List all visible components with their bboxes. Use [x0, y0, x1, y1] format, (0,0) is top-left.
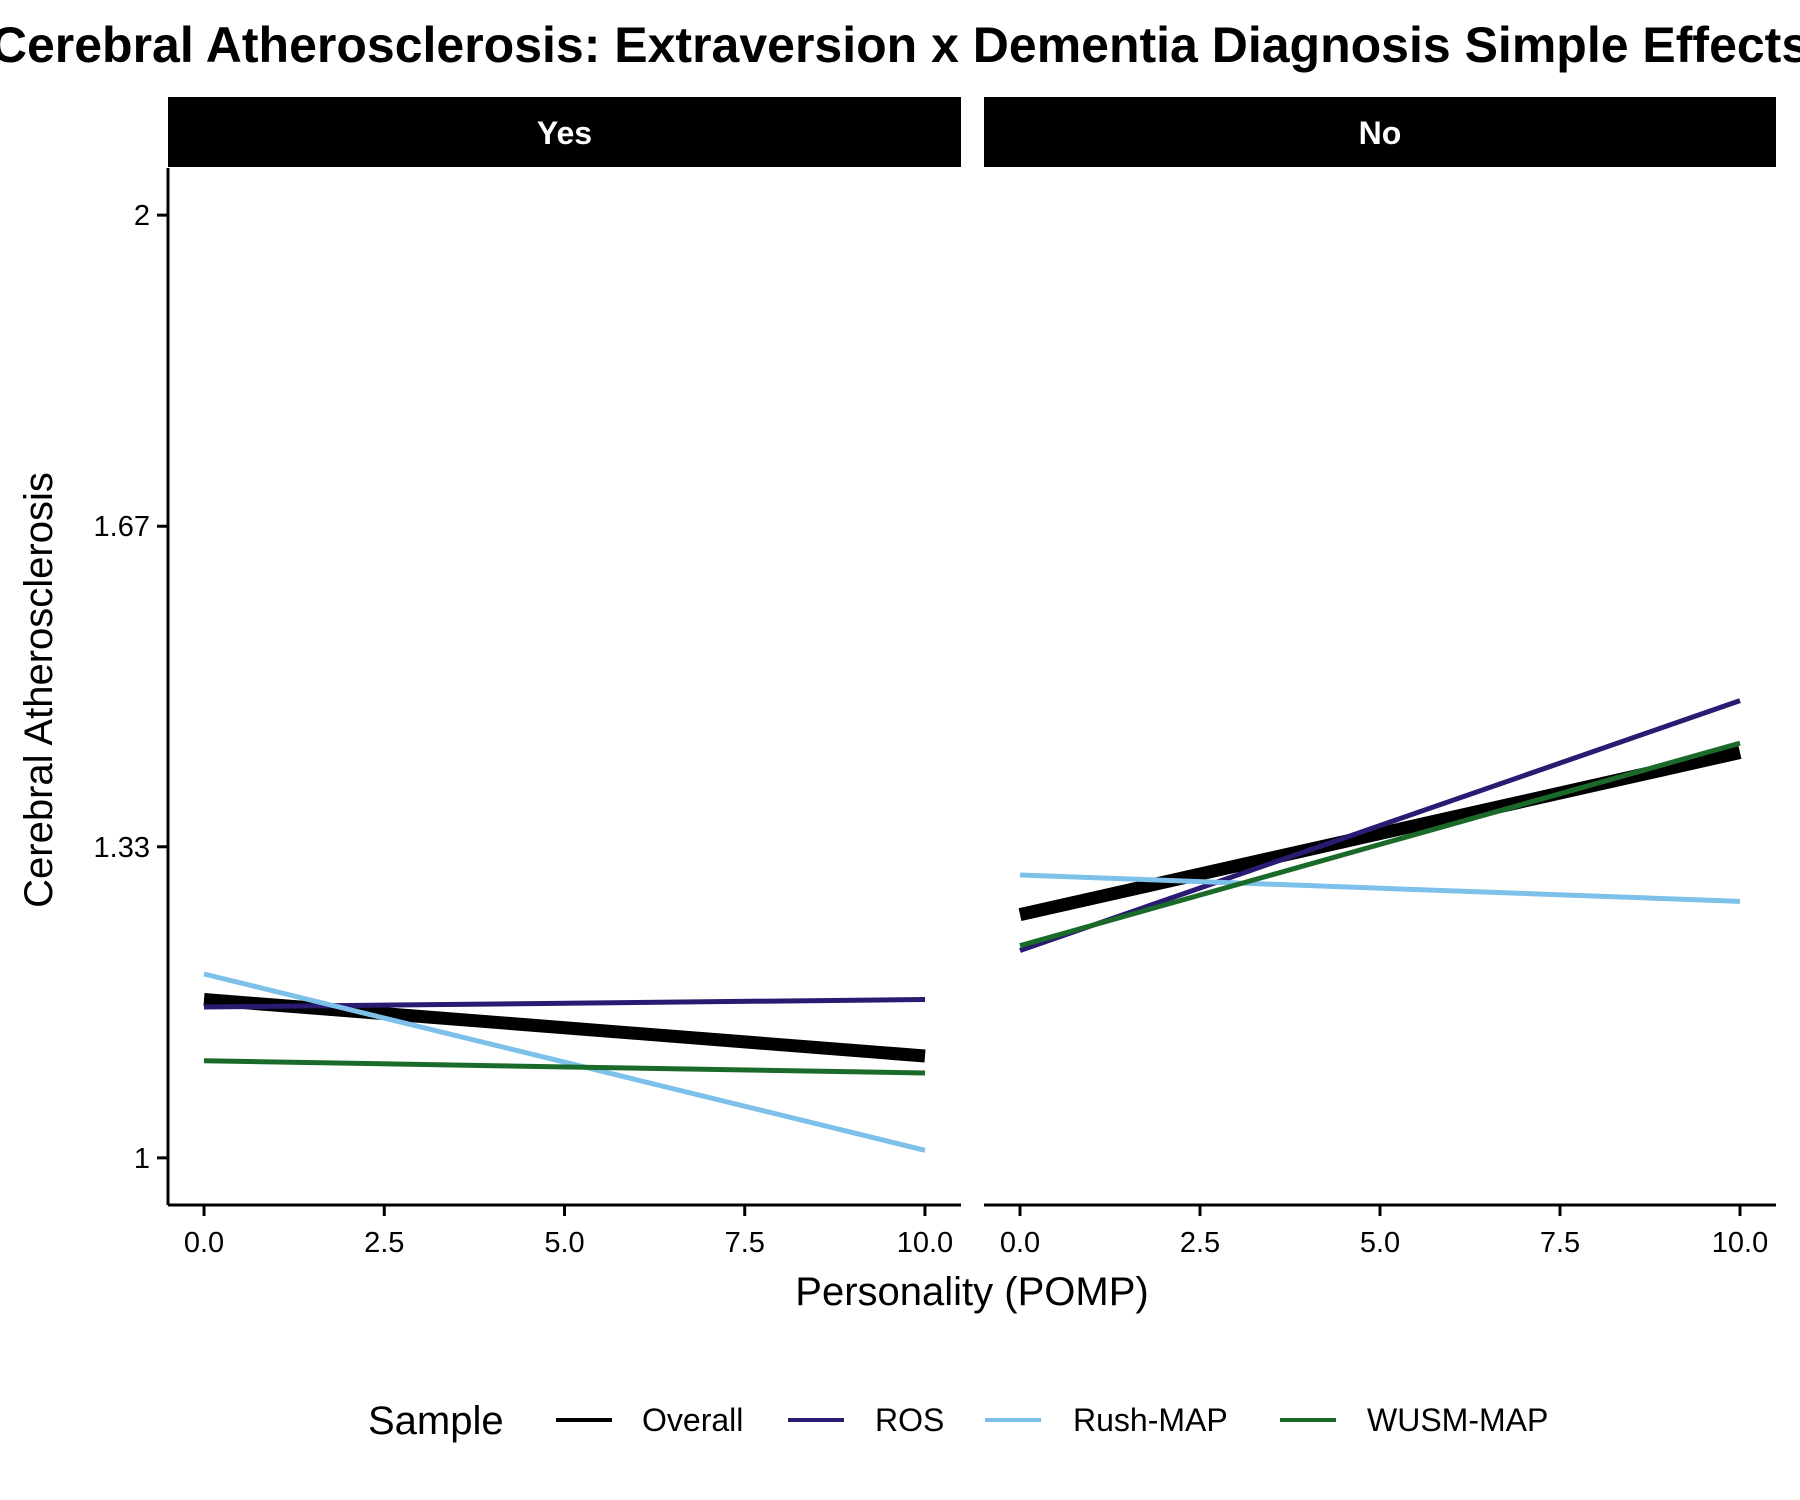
- legend: Sample Overall ROS Rush-MAP WUSM-MAP: [368, 1399, 1548, 1443]
- legend-item-wusm-map: WUSM-MAP: [1280, 1402, 1548, 1438]
- facet-strip: [984, 97, 1776, 167]
- legend-label: ROS: [875, 1402, 944, 1438]
- legend-item-ros: ROS: [788, 1402, 944, 1438]
- x-tick-label: 2.5: [1180, 1227, 1220, 1259]
- series-line-wusm-map: [1019, 740, 1741, 949]
- series-line-rush-map: [1019, 872, 1741, 904]
- legend-label: WUSM-MAP: [1367, 1402, 1548, 1438]
- x-tick-label: 5.0: [1360, 1227, 1400, 1259]
- y-tick-label: 1: [134, 1143, 150, 1175]
- x-tick-label: 7.5: [725, 1227, 765, 1259]
- x-tick-label: 5.0: [544, 1227, 584, 1259]
- x-tick-label: 0.0: [184, 1227, 224, 1259]
- series-line-ros: [1019, 698, 1741, 953]
- series-line-rush-map: [203, 971, 926, 1153]
- series-line-wusm-map: [203, 1058, 926, 1076]
- x-axis-title: Personality (POMP): [795, 1270, 1148, 1314]
- x-tick-label: 0.0: [1000, 1227, 1040, 1259]
- series-line-overall: [203, 993, 926, 1063]
- series-line-overall: [1018, 746, 1742, 921]
- x-tick-label: 7.5: [1540, 1227, 1580, 1259]
- legend-title: Sample: [368, 1399, 504, 1443]
- facet-strip: [168, 97, 961, 167]
- legend-item-overall: Overall: [556, 1402, 743, 1438]
- y-axis-title: Cerebral Atherosclerosis: [17, 472, 61, 908]
- facet-strip-label: No: [1359, 115, 1402, 151]
- y-tick-label: 1.33: [94, 832, 150, 864]
- x-tick-label: 2.5: [364, 1227, 404, 1259]
- chart-title: Cerebral Atherosclerosis: Extraversion x…: [0, 17, 1800, 73]
- panel-no: No 0.0 2.5 5.0 7.5 10.0: [984, 97, 1776, 1259]
- legend-item-rush-map: Rush-MAP: [985, 1402, 1228, 1438]
- panel-yes: Yes 0.0 2.5 5.0 7.5 10.0 1 1.33 1.67 2: [94, 97, 961, 1259]
- facet-strip-label: Yes: [537, 115, 592, 151]
- y-tick-label: 1.67: [94, 511, 150, 543]
- legend-label: Rush-MAP: [1073, 1402, 1228, 1438]
- x-tick-label: 10.0: [1712, 1227, 1768, 1259]
- legend-label: Overall: [642, 1402, 743, 1438]
- x-tick-label: 10.0: [897, 1227, 953, 1259]
- y-tick-label: 2: [134, 200, 150, 232]
- panels: Yes 0.0 2.5 5.0 7.5 10.0 1 1.33 1.67 2 No 0.0 2.5 5.0…: [94, 97, 1776, 1259]
